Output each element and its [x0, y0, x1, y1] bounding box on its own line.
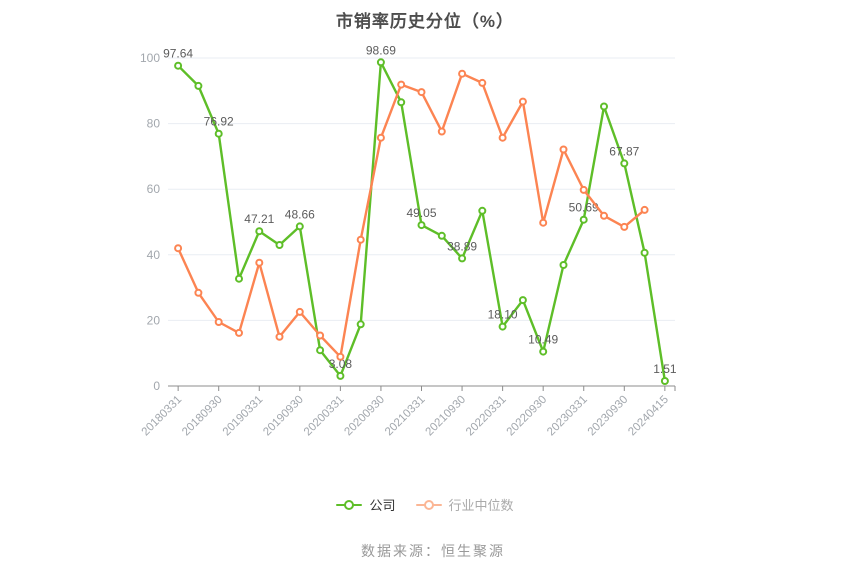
company-data-point[interactable]	[539, 347, 548, 356]
company-point-value-label: 67.87	[609, 144, 639, 158]
industry-median-data-point[interactable]	[417, 88, 426, 97]
company-data-point[interactable]	[458, 254, 467, 263]
industry-median-data-point[interactable]	[214, 318, 223, 326]
industry-median-data-point[interactable]	[478, 78, 487, 87]
company-data-point[interactable]	[214, 129, 223, 138]
x-axis-tick-label: 20190331	[221, 394, 266, 439]
industry-median-data-point[interactable]	[437, 127, 446, 136]
y-axis-tick-label: 0	[153, 379, 160, 393]
company-data-point[interactable]	[356, 320, 365, 329]
company-data-point[interactable]	[194, 81, 203, 90]
industry-median-data-point[interactable]	[194, 288, 203, 297]
industry-median-data-point[interactable]	[174, 244, 183, 253]
industry-median-data-point[interactable]	[397, 80, 406, 89]
industry-median-data-point[interactable]	[336, 352, 345, 361]
legend-label-company: 公司	[369, 498, 396, 513]
y-axis-tick-label: 40	[147, 248, 161, 262]
legend-item-company[interactable]: 公司	[336, 495, 396, 514]
company-data-point[interactable]	[255, 227, 264, 236]
industry-median-data-point[interactable]	[255, 258, 264, 267]
data-source-note: 数据来源：恒生聚源	[361, 543, 505, 559]
company-point-value-label: 38.89	[447, 239, 477, 253]
company-data-point[interactable]	[620, 159, 629, 168]
industry-median-data-point[interactable]	[579, 185, 588, 194]
x-axis-tick-label: 20180331	[140, 394, 185, 439]
company-point-value-label: 76.92	[204, 115, 234, 129]
company-data-point[interactable]	[417, 221, 426, 230]
y-axis-tick-label: 20	[147, 313, 161, 327]
company-data-point[interactable]	[397, 98, 406, 107]
company-legend-ring-icon	[344, 499, 355, 510]
legend-item-industry-median[interactable]: 行业中位数	[415, 495, 514, 514]
y-axis-tick-label: 100	[140, 51, 160, 65]
industry-median-data-point[interactable]	[275, 332, 284, 341]
company-data-point[interactable]	[235, 274, 243, 283]
company-data-point[interactable]	[316, 346, 325, 355]
industry-median-data-point[interactable]	[498, 133, 507, 142]
company-data-point[interactable]	[579, 215, 588, 224]
industry-median-data-point[interactable]	[295, 307, 304, 316]
company-data-point[interactable]	[275, 241, 284, 249]
industry-median-data-point[interactable]	[458, 69, 467, 78]
industry-median-data-point[interactable]	[356, 235, 365, 244]
company-series: 97.64 76.92 47.21 48.66 3.08 98.69 49.05 38.89 1…	[163, 43, 677, 385]
x-axis-tick-label: 20200930	[342, 394, 387, 439]
y-axis-tick-label: 60	[147, 182, 161, 196]
industry-median-data-point[interactable]	[376, 133, 385, 142]
company-data-point[interactable]	[640, 248, 649, 257]
company-data-point[interactable]	[478, 206, 487, 215]
industry-median-data-point[interactable]	[235, 328, 243, 337]
chart-legend: 公司 行业中位数	[0, 495, 850, 514]
industry-median-line	[176, 72, 646, 358]
industry-median-data-point[interactable]	[539, 218, 548, 227]
industry-median-data-point[interactable]	[518, 97, 527, 106]
x-axis-tick-label: 20200331	[302, 394, 347, 439]
company-point-value-label: 10.49	[528, 333, 558, 347]
company-data-point[interactable]	[295, 222, 304, 231]
chart-title: 市销率历史分位（%）	[335, 12, 515, 31]
x-axis-tick-label: 20230331	[545, 394, 590, 439]
company-point-value-label: 48.66	[285, 207, 315, 221]
industry-median-data-point[interactable]	[559, 145, 568, 154]
company-data-point[interactable]	[336, 371, 345, 380]
company-data-point[interactable]	[498, 322, 507, 331]
x-axis-tick-label: 20210930	[424, 394, 469, 439]
company-point-value-label: 47.21	[244, 212, 274, 226]
company-point-value-label: 97.64	[163, 47, 193, 61]
x-axis-tick-label: 20210331	[383, 394, 428, 439]
chart-canvas: 0 20 40 60 80 100 2018033120180930201903312019…	[140, 43, 677, 439]
x-axis-tick-label: 20180930	[180, 394, 225, 439]
x-axis-tick-label: 20240415	[626, 394, 671, 439]
company-data-point[interactable]	[660, 377, 669, 385]
x-axis-tick-label: 20190930	[261, 394, 306, 439]
industry-median-series	[174, 69, 649, 361]
company-data-point[interactable]	[600, 102, 608, 111]
company-point-value-label: 3.08	[329, 357, 353, 371]
industry-median-data-point[interactable]	[600, 211, 608, 220]
x-axis-tick-label: 20230930	[586, 394, 631, 439]
industry-median-legend-ring-icon	[423, 499, 434, 510]
company-data-point[interactable]	[437, 231, 446, 240]
industry-median-data-point[interactable]	[640, 205, 649, 214]
y-axis-tick-label: 80	[147, 117, 161, 131]
company-data-point[interactable]	[174, 61, 183, 70]
industry-median-data-point[interactable]	[316, 331, 325, 340]
company-point-value-label: 18.10	[488, 308, 518, 322]
industry-median-data-point[interactable]	[620, 222, 629, 231]
industry-median-legend-marker-icon	[415, 499, 442, 510]
company-point-value-label: 50.69	[569, 201, 599, 215]
x-axis-tick-label: 20220331	[464, 394, 509, 439]
company-point-value-label: 98.69	[366, 43, 396, 57]
company-point-value-label: 1.51	[653, 362, 677, 376]
company-point-value-label: 49.05	[406, 206, 436, 220]
company-data-point[interactable]	[376, 58, 385, 67]
company-data-point[interactable]	[559, 261, 568, 269]
company-data-point[interactable]	[518, 296, 527, 305]
legend-label-industry-median: 行业中位数	[448, 498, 514, 513]
x-axis-tick-label: 20220930	[505, 394, 550, 439]
company-legend-marker-icon	[336, 499, 363, 510]
